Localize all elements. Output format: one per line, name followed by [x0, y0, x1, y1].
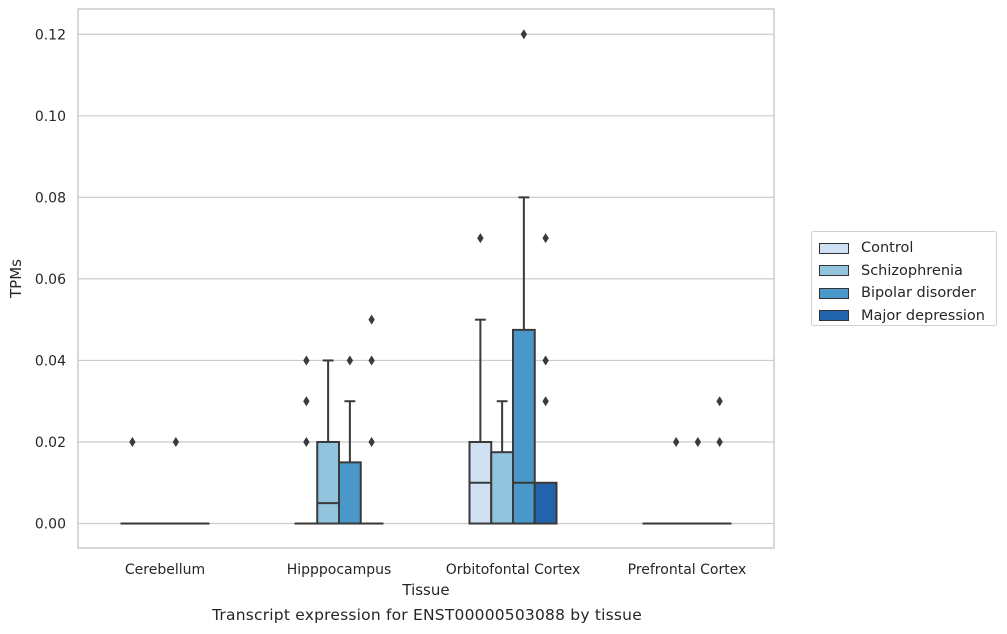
- legend-swatch: [819, 310, 849, 322]
- outlier-point: [303, 396, 310, 407]
- legend-label: Control: [861, 240, 914, 257]
- box: [490, 451, 514, 525]
- legend-swatch: [819, 242, 849, 254]
- box-1-0: [294, 355, 319, 525]
- gridlines: [78, 33, 774, 525]
- box-3-3: [707, 396, 732, 525]
- legend: Control Schizophrenia Bipolar disorder Majo…: [811, 231, 997, 326]
- outlier-point: [368, 436, 375, 447]
- x-axis-label: Tissue: [401, 581, 449, 599]
- legend-label: Bipolar disorder: [861, 285, 976, 302]
- legend-item: Control: [818, 237, 990, 260]
- outlier-point: [172, 436, 180, 447]
- x-tick-labels: Cerebellum Hipppocampus Orbitofontal Corte…: [125, 562, 746, 578]
- y-axis-label: TPMs: [7, 259, 25, 299]
- box-0-0: [120, 436, 145, 525]
- outlier-point: [303, 436, 310, 447]
- box-3-1: [664, 436, 688, 525]
- y-tick-label: 0.06: [35, 272, 66, 288]
- outlier-point: [520, 29, 528, 40]
- outlier-point: [368, 314, 375, 325]
- chart-title: Transcript expression for ENST0000050308…: [212, 606, 642, 624]
- outlier-point: [542, 233, 549, 244]
- x-tick-label: Cerebellum: [125, 562, 205, 578]
- y-tick-label: 0.02: [35, 435, 66, 451]
- y-tick-label: 0.00: [35, 517, 66, 533]
- outlier-point: [694, 436, 702, 447]
- box: [533, 481, 558, 525]
- outlier-point: [303, 355, 310, 366]
- x-tick-label: Prefrontal Cortex: [628, 562, 747, 578]
- y-tick-labels: 0.00 0.02 0.04 0.06 0.08 0.10 0.12: [35, 27, 66, 532]
- legend-label: Major depression: [861, 307, 985, 324]
- box-1-3: [359, 314, 384, 525]
- outlier-point: [716, 436, 723, 447]
- box-2-0: [468, 233, 493, 525]
- box-3-2: [686, 436, 710, 525]
- x-tick-label: Orbitofontal Cortex: [446, 562, 581, 578]
- box-2-2: [512, 29, 536, 525]
- outlier-point: [542, 396, 549, 407]
- x-tick-label: Hipppocampus: [287, 562, 392, 578]
- legend-item: Bipolar disorder: [818, 282, 990, 305]
- box: [512, 328, 536, 525]
- legend-item: Major depression: [818, 305, 990, 328]
- outlier-point: [368, 355, 375, 366]
- box-0-2: [164, 436, 188, 525]
- y-tick-label: 0.10: [35, 109, 66, 125]
- legend-swatch: [819, 287, 849, 299]
- box-2-3: [533, 233, 558, 525]
- legend-item: Schizophrenia: [818, 260, 990, 283]
- outlier-point: [477, 233, 484, 244]
- boxes: [120, 29, 732, 525]
- legend-label: Schizophrenia: [861, 262, 963, 279]
- outlier-point: [129, 436, 136, 447]
- box: [316, 440, 340, 525]
- outlier-point: [542, 355, 549, 366]
- outlier-point: [346, 355, 354, 366]
- box-2-1: [490, 400, 514, 525]
- box: [338, 461, 362, 525]
- plot-area: [77, 8, 775, 549]
- outlier-point: [672, 436, 680, 447]
- y-tick-label: 0.04: [35, 353, 66, 369]
- legend-swatch: [819, 265, 849, 277]
- box-1-2: [338, 355, 362, 525]
- outlier-point: [716, 396, 723, 407]
- y-tick-label: 0.08: [35, 190, 66, 206]
- y-tick-label: 0.12: [35, 27, 66, 43]
- box-1-1: [316, 359, 340, 525]
